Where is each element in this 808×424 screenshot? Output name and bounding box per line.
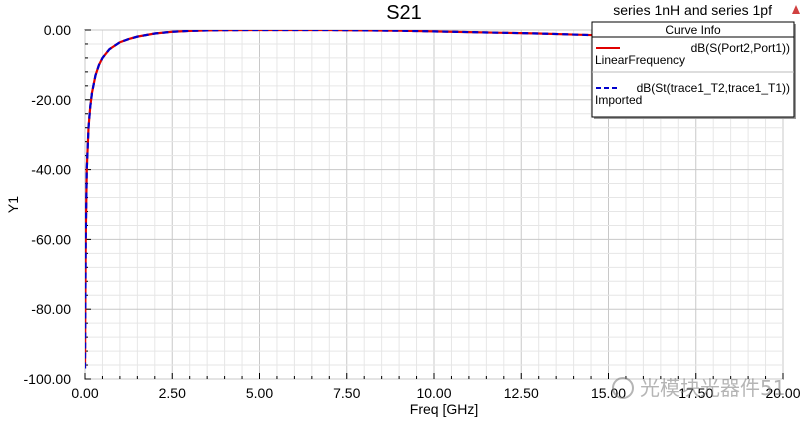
series-line-2 xyxy=(85,30,783,369)
y-tick-label: -60.00 xyxy=(31,231,71,247)
x-tick-label: 2.50 xyxy=(159,385,186,401)
y-tick-label: -80.00 xyxy=(31,301,71,317)
x-axis-label: Freq [GHz] xyxy=(410,401,478,417)
triangle-logo-icon xyxy=(792,5,800,14)
x-tick-label: 5.00 xyxy=(246,385,273,401)
chart-subtitle: series 1nH and series 1pf xyxy=(613,2,772,18)
legend-label-2: dB(St(trace1_T2,trace1_T1)) xyxy=(637,81,790,95)
series-group xyxy=(85,30,783,369)
watermark-text: 光模块光器件51 xyxy=(640,376,786,400)
x-tick-label: 7.50 xyxy=(333,385,360,401)
legend-sublabel-1: LinearFrequency xyxy=(595,53,685,67)
x-tick-label: 17.50 xyxy=(678,385,713,401)
x-tick-label: 20.00 xyxy=(765,385,800,401)
y-axis-label: Y1 xyxy=(5,196,21,213)
x-tick-label: 12.50 xyxy=(504,385,539,401)
legend-title: Curve Info xyxy=(665,23,721,37)
x-tick-label: 0.00 xyxy=(71,385,98,401)
chart-title: S21 xyxy=(386,2,422,24)
y-tick-label: -100.00 xyxy=(24,371,72,387)
y-tick-label: -20.00 xyxy=(31,92,71,108)
y-tick-label: 0.00 xyxy=(44,22,71,38)
y-tick-label: -40.00 xyxy=(31,162,71,178)
legend-box xyxy=(591,21,795,118)
legend-sublabel-2: Imported xyxy=(595,93,642,107)
legend-label-1: dB(S(Port2,Port1)) xyxy=(691,41,790,55)
x-tick-label: 10.00 xyxy=(416,385,451,401)
wechat-icon xyxy=(612,376,634,399)
watermark: 光模块光器件51 xyxy=(612,372,785,401)
